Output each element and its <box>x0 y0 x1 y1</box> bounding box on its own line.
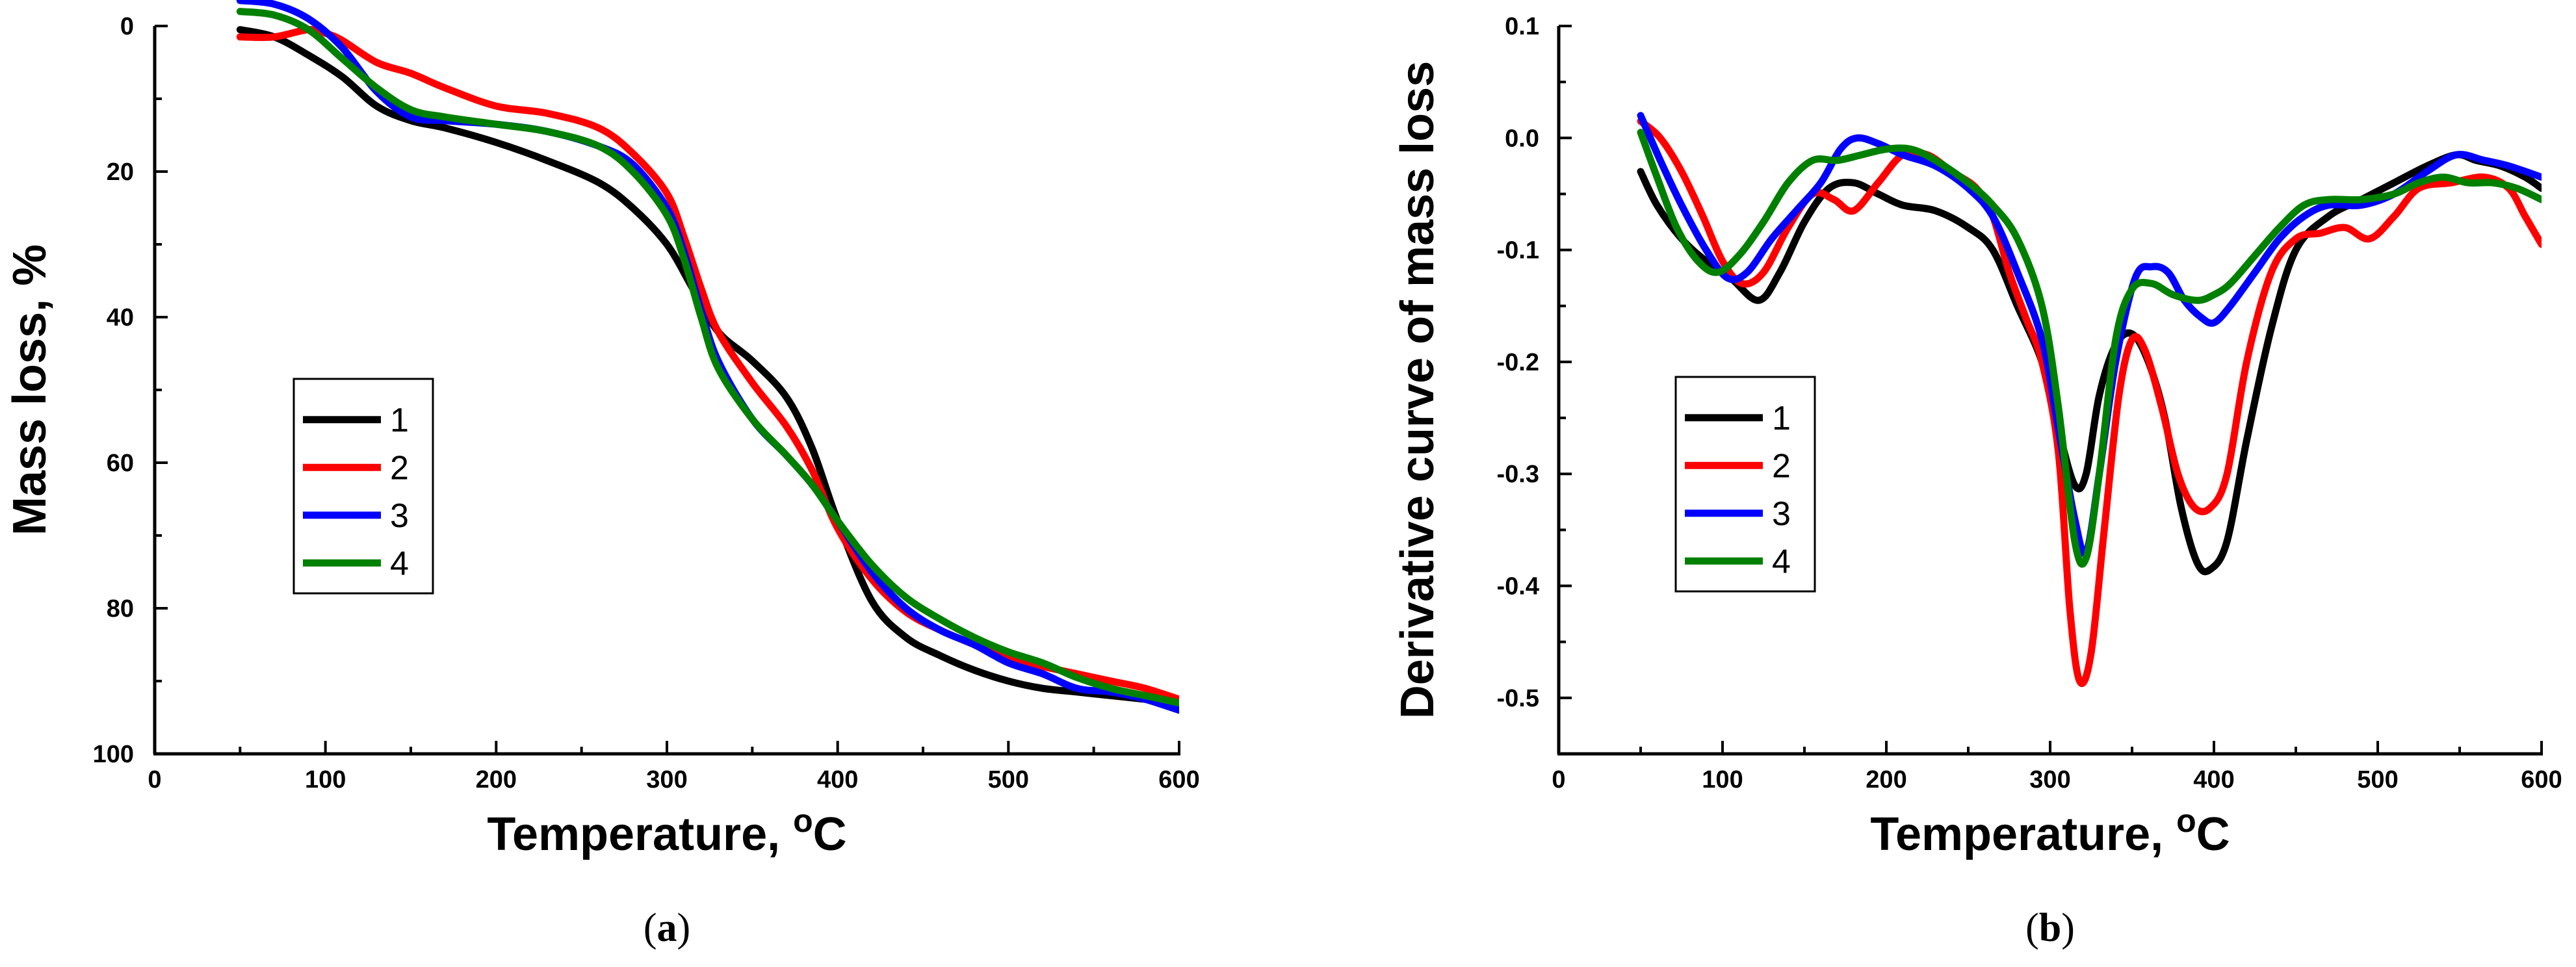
y-tick-label: 0.1 <box>1505 13 1539 40</box>
x-tick-label: 200 <box>476 766 517 793</box>
x-tick-label: 400 <box>2193 766 2234 793</box>
legend-label-2: 2 <box>1772 447 1791 485</box>
chart-b: 0 100 200 300 400 500 600 0.1 0.0 -0.1 -0.2 -0.3 -0.… <box>1392 13 2562 950</box>
y-tick-label: -0.4 <box>1497 573 1539 600</box>
x-tick-label: 0 <box>148 766 161 793</box>
panel-caption-letter: b <box>2039 906 2061 950</box>
y-tick-label: 0.0 <box>1505 125 1539 152</box>
chart-a: 0 100 200 300 400 500 600 0 20 40 60 80 100 1 2 3 4 Tempe… <box>4 0 1200 950</box>
x-tick-label: 200 <box>1866 766 1906 793</box>
x-tick-label: 400 <box>817 766 858 793</box>
x-axis-title-unit: C <box>813 808 847 860</box>
x-tick-label: 500 <box>2357 766 2398 793</box>
x-tick-label: 100 <box>305 766 346 793</box>
panel-caption-close: ) <box>677 906 691 950</box>
legend: 1 2 3 4 <box>293 378 434 595</box>
x-tick-label: 600 <box>2521 766 2562 793</box>
legend-label-3: 3 <box>1772 495 1791 533</box>
y-tick-label: -0.1 <box>1497 237 1539 264</box>
legend: 1 2 3 4 <box>1674 376 1816 593</box>
panel-caption-open: ( <box>644 906 657 950</box>
x-axis-title: Temperature, oC <box>487 803 846 860</box>
x-axis-title-unit: C <box>2196 808 2230 860</box>
x-tick-label: 300 <box>2029 766 2070 793</box>
y-tick-label: 40 <box>107 304 134 331</box>
x-axis-title-degree: o <box>793 803 813 839</box>
y-tick-label: 100 <box>93 741 134 768</box>
x-axis-title-text: Temperature, <box>1870 808 2176 860</box>
series-group <box>236 0 1179 714</box>
series-line-2 <box>236 25 1179 703</box>
legend-label-2: 2 <box>390 449 409 487</box>
legend-label-1: 1 <box>1772 400 1791 437</box>
x-axis-title-degree: o <box>2176 803 2196 839</box>
x-tick-label: 300 <box>646 766 687 793</box>
panel-caption-letter: a <box>657 906 677 950</box>
series-line-1 <box>236 26 1179 707</box>
y-axis-title: Mass loss, % <box>4 244 56 535</box>
y-tick-label: 0 <box>120 13 134 40</box>
legend-label-1: 1 <box>390 402 409 439</box>
legend-box <box>1674 376 1816 593</box>
legend-label-4: 4 <box>1772 543 1791 580</box>
x-axis-title: Temperature, oC <box>1870 803 2230 860</box>
y-tick-label: -0.5 <box>1497 685 1539 712</box>
series-line-4 <box>1637 129 2542 568</box>
panel-caption: (a) <box>644 906 690 950</box>
series-line-4 <box>236 8 1179 707</box>
y-axis-title: Derivative curve of mass loss <box>1392 61 1444 719</box>
x-tick-label: 0 <box>1552 766 1565 793</box>
x-tick-label: 500 <box>988 766 1029 793</box>
x-axis-title-text: Temperature, <box>487 808 793 860</box>
legend-label-4: 4 <box>390 545 409 582</box>
panel-caption-close: ) <box>2061 906 2075 950</box>
legend-box <box>293 378 434 595</box>
y-tick-label: 60 <box>107 450 134 477</box>
y-tick-label: 20 <box>107 159 134 186</box>
y-tick-label: -0.2 <box>1497 349 1539 376</box>
x-tick-label: 600 <box>1158 766 1199 793</box>
panel-caption-open: ( <box>2025 906 2039 950</box>
panel-caption: (b) <box>2025 906 2075 950</box>
legend-label-3: 3 <box>390 497 409 535</box>
y-tick-label: -0.3 <box>1497 461 1539 488</box>
y-tick-label: 80 <box>107 595 134 623</box>
x-tick-label: 100 <box>1702 766 1743 793</box>
series-group <box>1637 112 2542 688</box>
